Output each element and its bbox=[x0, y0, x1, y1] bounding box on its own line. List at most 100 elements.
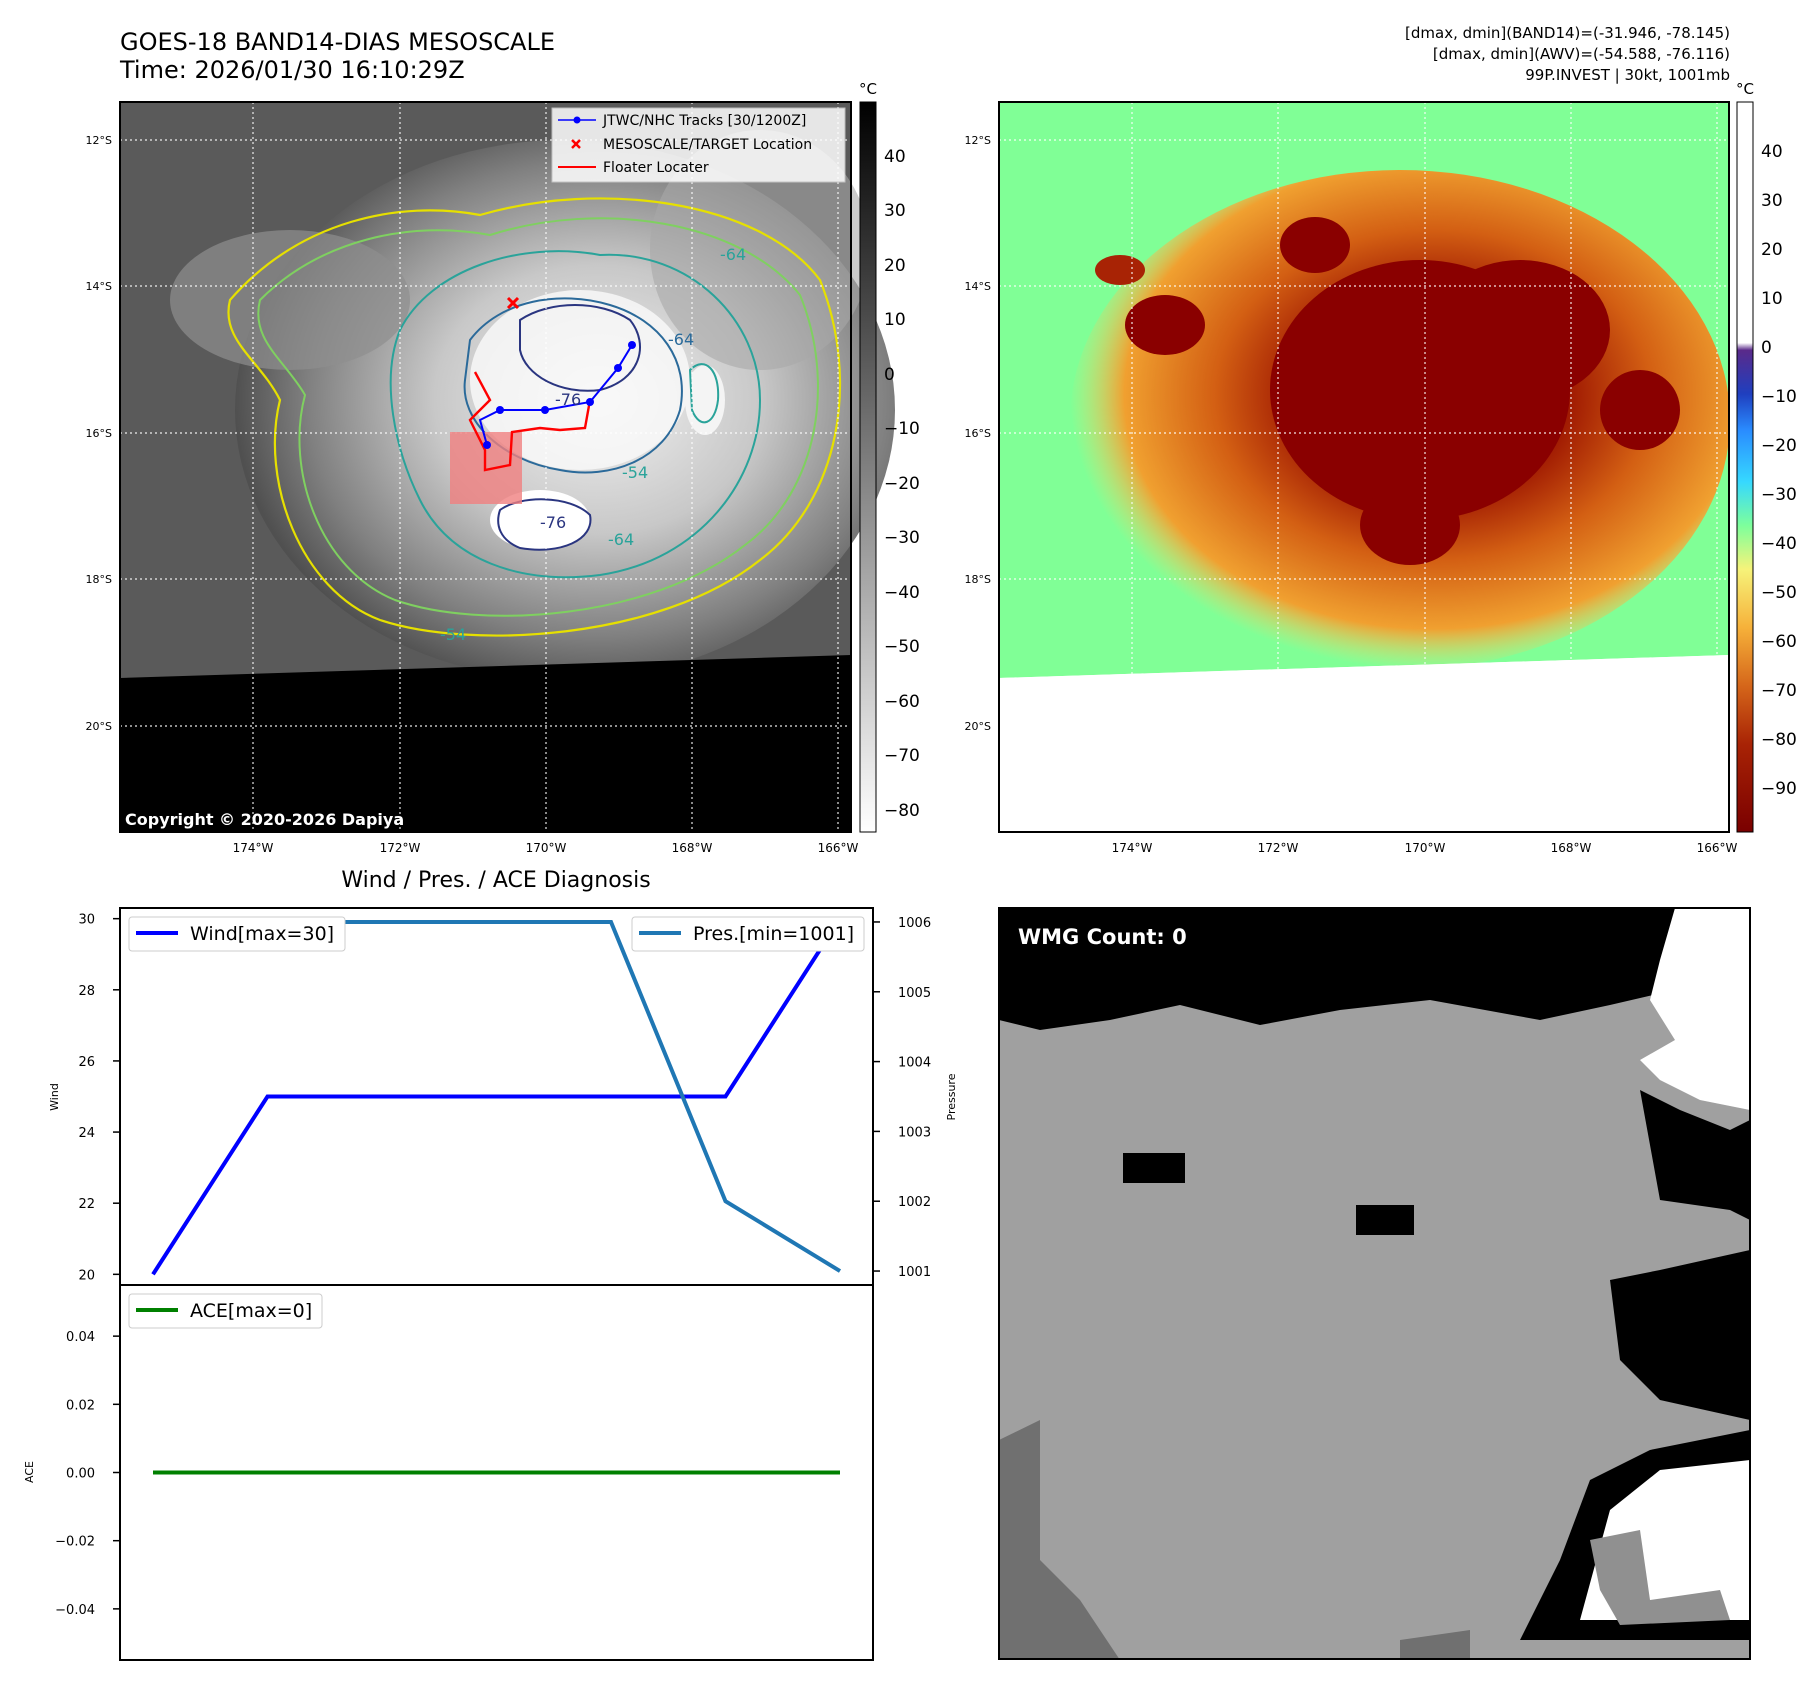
contour-label: -54 bbox=[622, 463, 648, 482]
svg-text:30: 30 bbox=[1761, 191, 1783, 211]
svg-text:12°S: 12°S bbox=[965, 134, 991, 147]
svg-text:−50: −50 bbox=[1761, 583, 1797, 603]
svg-text:20°S: 20°S bbox=[86, 720, 112, 733]
svg-text:166°W: 166°W bbox=[818, 841, 859, 855]
awv-map bbox=[998, 101, 1730, 833]
band14-map: -64 -54 -76 -64 -76 -54 -64 JTWC/NHC Tra… bbox=[119, 101, 895, 833]
wind-tick-label: 26 bbox=[78, 1055, 95, 1070]
right-colorbar: °C 40 30 20 10 0 −10 −20 −30 −40 −50 −60… bbox=[1736, 80, 1797, 833]
left-map-lon-ticks: 174°W 172°W 170°W 168°W 166°W bbox=[233, 841, 859, 855]
svg-text:°C: °C bbox=[1736, 80, 1754, 98]
contour-label: -54 bbox=[440, 625, 466, 644]
svg-text:40: 40 bbox=[884, 147, 906, 167]
wind-tick-label: 22 bbox=[78, 1197, 95, 1212]
ace-tick-label: −0.02 bbox=[55, 1535, 95, 1550]
svg-text:−40: −40 bbox=[1761, 534, 1797, 554]
svg-text:−50: −50 bbox=[884, 637, 920, 657]
contour-label: -76 bbox=[555, 390, 581, 409]
ace-axis-label: ACE bbox=[23, 1461, 36, 1483]
svg-text:°C: °C bbox=[859, 80, 877, 98]
wind-legend: Wind[max=30] bbox=[128, 916, 346, 952]
wind-tick-label: 28 bbox=[78, 984, 95, 999]
wind-tick-label: 24 bbox=[78, 1126, 95, 1141]
contour-label: -64 bbox=[608, 530, 634, 549]
svg-text:Pres.[min=1001]: Pres.[min=1001] bbox=[693, 923, 854, 945]
svg-text:174°W: 174°W bbox=[233, 841, 274, 855]
right-map-lon-ticks: 174°W 172°W 170°W 168°W 166°W bbox=[1112, 841, 1738, 855]
wind-tick-label: 30 bbox=[78, 913, 95, 928]
wind-series-line bbox=[151, 917, 842, 1276]
svg-text:−40: −40 bbox=[884, 583, 920, 603]
svg-text:WMG Count: 0: WMG Count: 0 bbox=[1018, 925, 1187, 949]
wmg-count-badge: WMG Count: 0 bbox=[1010, 919, 1190, 953]
map-legend: JTWC/NHC Tracks [30/1200Z] MESOSCALE/TAR… bbox=[551, 107, 846, 183]
svg-text:172°W: 172°W bbox=[380, 841, 421, 855]
wind-pressure-panel: 20 22 24 26 28 30 1001 1002 1003 1004 1005 1006 Wi… bbox=[48, 907, 958, 1286]
svg-text:40: 40 bbox=[1761, 142, 1783, 162]
svg-text:20°S: 20°S bbox=[965, 720, 991, 733]
pressure-axis-label: Pressure bbox=[945, 1073, 958, 1120]
svg-text:170°W: 170°W bbox=[1405, 841, 1446, 855]
svg-text:−60: −60 bbox=[884, 692, 920, 712]
svg-text:−20: −20 bbox=[884, 474, 920, 494]
svg-text:170°W: 170°W bbox=[526, 841, 567, 855]
left-map-lat-ticks: 12°S 14°S 16°S 18°S 20°S bbox=[86, 134, 112, 733]
svg-text:166°W: 166°W bbox=[1697, 841, 1738, 855]
svg-text:20: 20 bbox=[1761, 240, 1783, 260]
svg-text:174°W: 174°W bbox=[1112, 841, 1153, 855]
svg-text:14°S: 14°S bbox=[965, 280, 991, 293]
ace-tick-label: −0.04 bbox=[55, 1603, 95, 1618]
figure-time: Time: 2026/01/30 16:10:29Z bbox=[119, 56, 465, 84]
legend-track: JTWC/NHC Tracks [30/1200Z] bbox=[602, 113, 806, 129]
svg-text:20: 20 bbox=[884, 256, 906, 276]
ace-panel: 0.04 0.02 0.00 −0.02 −0.04 ACE ACE[max=0] bbox=[23, 1284, 874, 1661]
ace-tick-label: 0.02 bbox=[66, 1398, 95, 1413]
svg-text:30: 30 bbox=[884, 201, 906, 221]
legend-target: MESOSCALE/TARGET Location bbox=[603, 137, 812, 153]
pressure-legend: Pres.[min=1001] bbox=[631, 916, 865, 952]
svg-text:0: 0 bbox=[1761, 338, 1772, 358]
svg-text:−70: −70 bbox=[1761, 681, 1797, 701]
right-map-lat-ticks: 12°S 14°S 16°S 18°S 20°S bbox=[965, 134, 991, 733]
ace-legend: ACE[max=0] bbox=[128, 1293, 323, 1329]
svg-text:18°S: 18°S bbox=[86, 573, 112, 586]
pressure-tick-label: 1002 bbox=[898, 1195, 931, 1210]
svg-text:−90: −90 bbox=[1761, 779, 1797, 799]
wind-axis-label: Wind bbox=[48, 1083, 61, 1111]
svg-text:−60: −60 bbox=[1761, 632, 1797, 652]
wmg-panel: WMG Count: 0 bbox=[998, 907, 1751, 1660]
storm-info: 99P.INVEST | 30kt, 1001mb bbox=[1525, 66, 1730, 84]
ace-tick-label: 0.04 bbox=[66, 1330, 95, 1345]
svg-text:−10: −10 bbox=[884, 419, 920, 439]
pressure-tick-label: 1004 bbox=[898, 1056, 931, 1071]
legend-floater: Floater Locater bbox=[603, 160, 709, 176]
pressure-tick-label: 1003 bbox=[898, 1125, 931, 1140]
svg-text:168°W: 168°W bbox=[672, 841, 713, 855]
svg-text:0: 0 bbox=[884, 365, 895, 385]
svg-text:12°S: 12°S bbox=[86, 134, 112, 147]
svg-text:−10: −10 bbox=[1761, 387, 1797, 407]
svg-text:10: 10 bbox=[884, 310, 906, 330]
svg-text:172°W: 172°W bbox=[1258, 841, 1299, 855]
band14-stats: [dmax, dmin](BAND14)=(-31.946, -78.145) bbox=[1405, 24, 1730, 42]
svg-text:16°S: 16°S bbox=[86, 427, 112, 440]
contour-label: -64 bbox=[668, 330, 694, 349]
pressure-tick-label: 1005 bbox=[898, 986, 931, 1001]
svg-text:ACE[max=0]: ACE[max=0] bbox=[190, 1300, 312, 1322]
svg-text:10: 10 bbox=[1761, 289, 1783, 309]
target-location-marker bbox=[506, 296, 520, 310]
figure-title: GOES-18 BAND14-DIAS MESOSCALE bbox=[120, 28, 555, 56]
svg-text:−20: −20 bbox=[1761, 436, 1797, 456]
svg-text:−80: −80 bbox=[1761, 730, 1797, 750]
ace-tick-label: 0.00 bbox=[66, 1467, 95, 1482]
svg-text:Wind[max=30]: Wind[max=30] bbox=[190, 923, 334, 945]
copyright-text: Copyright © 2020-2026 Dapiya bbox=[125, 810, 404, 829]
svg-text:14°S: 14°S bbox=[86, 280, 112, 293]
wind-tick-label: 20 bbox=[78, 1268, 95, 1283]
svg-text:−70: −70 bbox=[884, 746, 920, 766]
svg-text:16°S: 16°S bbox=[965, 427, 991, 440]
pressure-tick-label: 1006 bbox=[898, 916, 931, 931]
svg-text:18°S: 18°S bbox=[965, 573, 991, 586]
left-colorbar: °C 40 30 20 10 0 −10 −20 −30 −40 −50 −60… bbox=[859, 80, 920, 833]
